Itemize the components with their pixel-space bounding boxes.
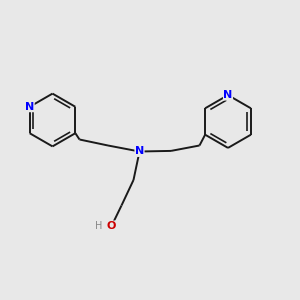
Text: O: O: [107, 221, 116, 231]
Text: H: H: [95, 221, 102, 231]
Text: N: N: [135, 146, 144, 157]
Text: N: N: [25, 102, 34, 112]
Text: N: N: [224, 90, 232, 100]
